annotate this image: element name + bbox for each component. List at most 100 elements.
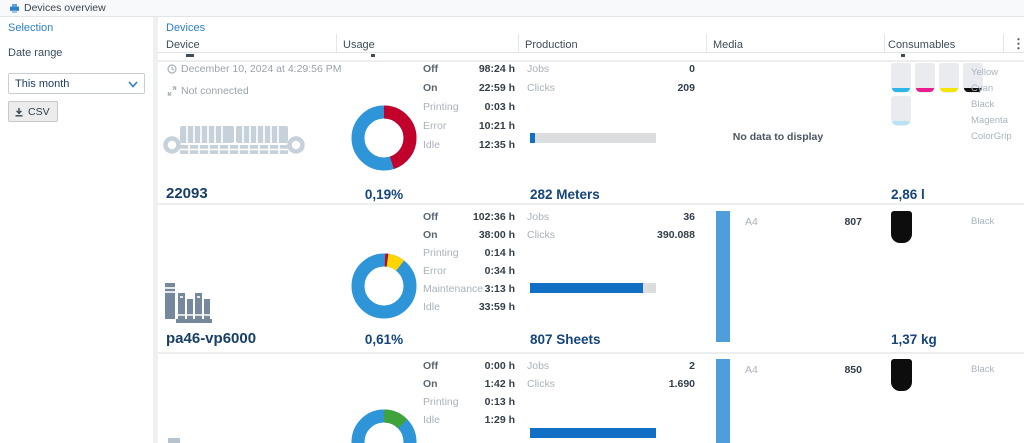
- production-progress-bar: [530, 133, 656, 143]
- ink-label: Black: [971, 216, 995, 227]
- time-label: Printing: [423, 396, 459, 408]
- last-update-text: December 10, 2024 at 4:29:56 PM: [181, 63, 342, 75]
- ink-label: Black: [971, 364, 995, 375]
- devices-panel-title: Devices: [166, 22, 206, 34]
- chevron-down-icon: [128, 81, 138, 88]
- time-value: 0:13 h: [484, 396, 515, 408]
- jobs-label: Jobs: [527, 63, 550, 75]
- media-format-value: 807: [844, 216, 862, 228]
- clicks-label: Clicks: [527, 378, 555, 390]
- time-value: 38:00 h: [478, 229, 515, 241]
- toner-cartridge-black: [891, 359, 912, 391]
- time-value: 0:00 h: [484, 360, 515, 372]
- time-label: Idle: [423, 139, 440, 151]
- clock-icon: [167, 64, 177, 74]
- not-connected-icon: [167, 86, 177, 96]
- row-divider: [158, 203, 1024, 205]
- date-range-label: Date range: [8, 47, 63, 59]
- column-header-device: Device: [166, 39, 200, 51]
- jobs-row: Jobs 0: [527, 63, 695, 75]
- media-format-label: A4: [745, 216, 758, 228]
- ink-label: Yellow: [971, 67, 999, 78]
- jobs-label: Jobs: [527, 211, 550, 223]
- ink-label: Black: [971, 99, 995, 110]
- selection-title: Selection: [8, 22, 54, 34]
- clipped-printer-icon: [168, 438, 180, 443]
- usage-donut-chart: [351, 105, 417, 171]
- ink-label: Cyan: [971, 83, 994, 94]
- usage-time-row: Printing 0:13 h: [423, 396, 515, 408]
- ink-label: ColorGrip: [971, 131, 1012, 142]
- usage-time-row: Idle 12:35 h: [423, 139, 515, 151]
- ink-cartridge-cyan: [891, 63, 911, 93]
- time-value: 98:24 h: [478, 63, 515, 75]
- jobs-value: 2: [689, 360, 695, 372]
- production-total: 807 Sheets: [530, 332, 601, 347]
- column-options-menu-icon[interactable]: ⋮: [1012, 36, 1024, 51]
- time-label: Idle: [423, 301, 440, 313]
- usage-time-row: Error 10:21 h: [423, 120, 515, 132]
- usage-time-row: Off 102:36 h: [423, 211, 515, 223]
- clicks-row: Clicks 390.088: [527, 229, 695, 241]
- clicks-row: Clicks 1.690: [527, 378, 695, 390]
- time-value: 22:59 h: [478, 82, 515, 94]
- usage-time-row: On 1:42 h: [423, 378, 515, 390]
- usage-time-row: On 38:00 h: [423, 229, 515, 241]
- time-label: On: [423, 378, 438, 390]
- devices-overview-icon: [10, 4, 19, 13]
- top-bar: Devices overview: [0, 0, 1024, 17]
- usage-time-row: Off 98:24 h: [423, 63, 515, 75]
- time-value: 3:13 h: [484, 283, 515, 295]
- clipped-row-remnant: [901, 54, 905, 57]
- time-value: 10:21 h: [478, 120, 515, 132]
- media-format-label: A4: [745, 364, 758, 376]
- usage-time-row: Off 0:00 h: [423, 360, 515, 372]
- column-header-production: Production: [525, 39, 578, 51]
- usage-time-row: Printing 0:14 h: [423, 247, 515, 259]
- time-label: Off: [423, 63, 439, 75]
- jobs-value: 0: [689, 63, 695, 75]
- toner-cartridge-black: [891, 211, 912, 243]
- header-separator: [1003, 34, 1004, 52]
- jobs-value: 36: [683, 211, 695, 223]
- consumables-total: 1,37 kg: [891, 332, 937, 347]
- column-header-usage: Usage: [343, 39, 375, 51]
- ink-cartridge-black: [963, 63, 983, 93]
- usage-time-row: On 22:59 h: [423, 82, 515, 94]
- time-label: Maintenance: [423, 283, 484, 295]
- usage-time-row: Maintenance 3:13 h: [423, 283, 515, 295]
- ink-label: Magenta: [971, 115, 1008, 126]
- time-value: 0:34 h: [484, 265, 515, 277]
- csv-export-button[interactable]: CSV: [8, 101, 58, 122]
- usage-percent: 0,61%: [364, 332, 404, 347]
- clicks-value: 1.690: [668, 378, 695, 390]
- download-icon: [15, 107, 23, 117]
- clicks-label: Clicks: [527, 82, 555, 94]
- device-name: pa46-vp6000: [166, 330, 257, 347]
- time-label: Printing: [423, 247, 459, 259]
- time-label: Off: [423, 360, 439, 372]
- page-title: Devices overview: [24, 2, 106, 14]
- time-label: Error: [423, 265, 447, 277]
- production-printer-icon: [165, 283, 212, 323]
- time-label: Off: [423, 211, 439, 223]
- usage-time-row: Printing 0:03 h: [423, 101, 515, 113]
- production-total: 282 Meters: [530, 187, 600, 202]
- usage-time-row: Idle 33:59 h: [423, 301, 515, 313]
- devices-panel: [158, 17, 1024, 443]
- usage-time-row: Idle 1:29 h: [423, 414, 515, 426]
- clipped-row-remnant: [371, 54, 375, 57]
- usage-time-row: Error 0:34 h: [423, 265, 515, 277]
- time-value: 0:03 h: [484, 101, 515, 113]
- time-label: Printing: [423, 101, 459, 113]
- row-divider: [158, 352, 1024, 354]
- jobs-label: Jobs: [527, 360, 550, 372]
- device-name: 22093: [166, 185, 208, 202]
- media-format-value: 850: [844, 364, 862, 376]
- column-header-media: Media: [713, 39, 743, 51]
- wide-format-printer-icon: [163, 126, 305, 154]
- media-bar-chart: [716, 359, 730, 443]
- date-range-select[interactable]: This month: [8, 73, 145, 94]
- csv-button-label: CSV: [28, 105, 50, 118]
